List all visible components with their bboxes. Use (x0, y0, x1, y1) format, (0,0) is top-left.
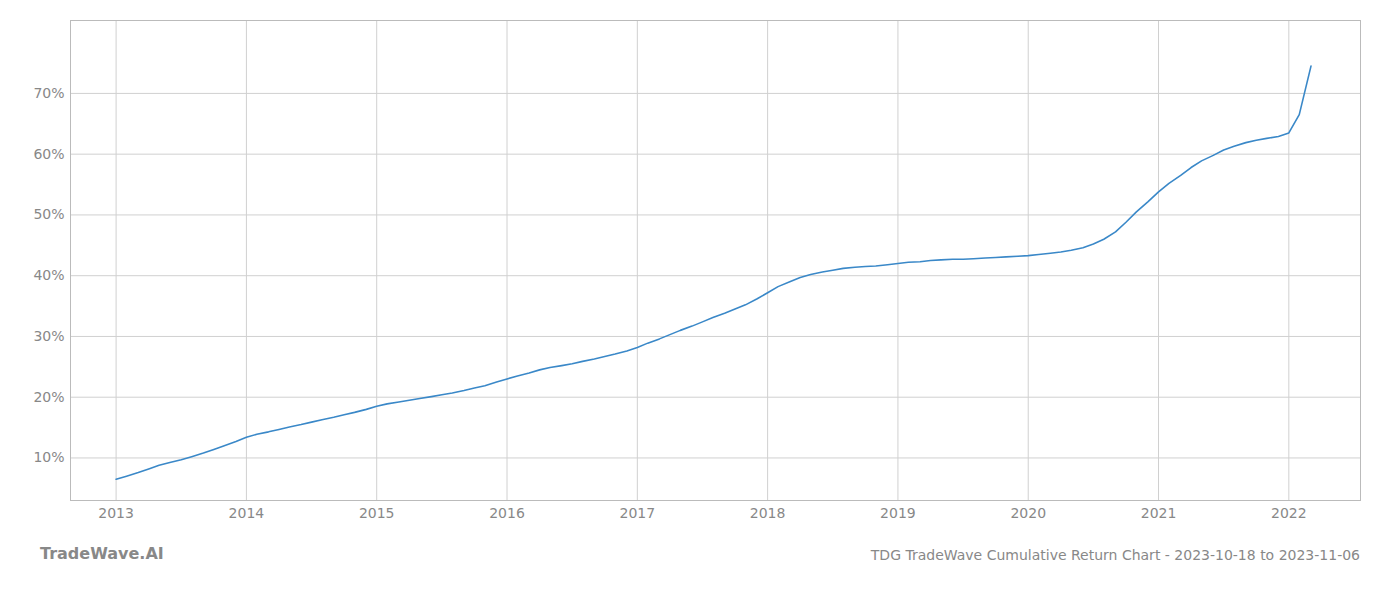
svg-text:60%: 60% (33, 146, 64, 162)
svg-text:2020: 2020 (1010, 505, 1046, 521)
svg-text:40%: 40% (33, 267, 64, 283)
svg-text:2022: 2022 (1271, 505, 1307, 521)
svg-text:20%: 20% (33, 389, 64, 405)
svg-text:50%: 50% (33, 206, 64, 222)
svg-text:2019: 2019 (880, 505, 916, 521)
svg-text:2018: 2018 (750, 505, 786, 521)
svg-text:70%: 70% (33, 85, 64, 101)
svg-text:2016: 2016 (489, 505, 525, 521)
html-text:TradeWave.AI: TradeWave.AI (40, 544, 164, 563)
svg-text:10%: 10% (33, 449, 64, 465)
svg-text:2013: 2013 (98, 505, 134, 521)
svg-text:2021: 2021 (1141, 505, 1177, 521)
svg-text:2015: 2015 (359, 505, 395, 521)
svg-text:30%: 30% (33, 328, 64, 344)
svg-text:2014: 2014 (229, 505, 265, 521)
svg-text:2017: 2017 (619, 505, 655, 521)
html-text:TDG TradeWave Cumulative Retur: TDG TradeWave Cumulative Return Chart - … (870, 547, 1360, 563)
